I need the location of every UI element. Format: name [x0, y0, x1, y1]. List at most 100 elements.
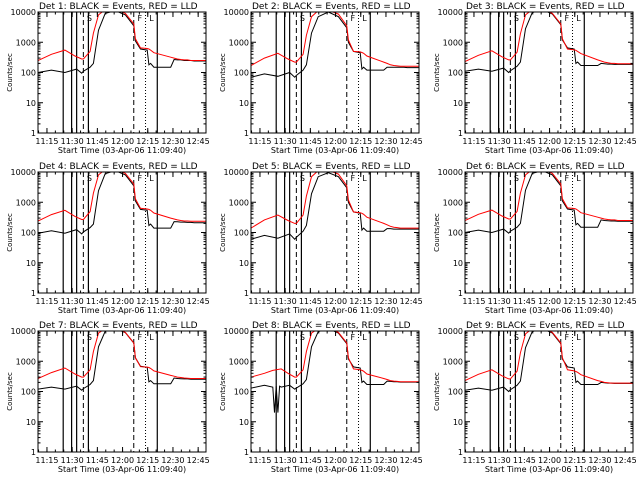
y-tick-label: 1 [244, 289, 249, 298]
detector-panel-6: Det 6: BLACK = Events, RED = LLD S F L 1 10 10… [433, 162, 637, 315]
y-tick-label: 1000 [443, 357, 463, 366]
x-axis-label: Start Time (03-Apr-06 11:09:40) [271, 465, 399, 474]
x-tick-label: 12:00 [538, 456, 561, 465]
y-tick-label: 100 [234, 229, 249, 238]
x-axis-label: Start Time (03-Apr-06 11:09:40) [58, 465, 186, 474]
y-tick-label: 10000 [438, 327, 463, 336]
x-tick-label: 12:45 [614, 137, 637, 146]
y-tick-label: 10 [453, 418, 463, 427]
x-tick-label: 12:15 [136, 456, 159, 465]
x-tick-label: 12:30 [588, 297, 611, 306]
y-tick-label: 1000 [229, 198, 249, 207]
panel-title: Det 9: BLACK = Events, RED = LLD [466, 321, 625, 331]
x-tick-label: 11:30 [488, 137, 511, 146]
series-line-events [465, 12, 633, 74]
x-tick-label: 11:30 [274, 456, 297, 465]
x-tick-label: 11:15 [35, 137, 58, 146]
x-tick-label: 12:45 [187, 456, 210, 465]
marker-label-s: S [87, 333, 92, 342]
x-tick-label: 11:30 [274, 137, 297, 146]
y-tick-label: 100 [234, 388, 249, 397]
series-line-lld [465, 331, 633, 384]
marker-label-l: L [362, 333, 367, 342]
y-tick-label: 1 [458, 289, 463, 298]
y-axis-label: Counts/sec [219, 372, 227, 411]
marker-label-s: S [87, 174, 92, 183]
panel-plot-area [38, 172, 206, 293]
y-axis-label: Counts/sec [6, 372, 14, 411]
series-line-events [465, 172, 633, 234]
y-tick-label: 10000 [224, 8, 249, 17]
marker-label-l: L [576, 14, 581, 23]
y-tick-label: 10 [26, 259, 36, 268]
y-tick-label: 100 [448, 388, 463, 397]
x-tick-label: 12:15 [563, 456, 586, 465]
y-tick-label: 1000 [229, 38, 249, 47]
x-tick-label: 12:30 [374, 137, 397, 146]
x-tick-label: 12:30 [161, 297, 184, 306]
y-tick-label: 1 [458, 448, 463, 457]
marker-label-f: F [564, 174, 569, 183]
x-tick-label: 11:45 [513, 456, 536, 465]
marker-label-l: L [576, 333, 581, 342]
marker-label-f: F [137, 174, 142, 183]
y-tick-label: 1000 [229, 357, 249, 366]
x-tick-label: 12:15 [136, 137, 159, 146]
x-tick-label: 12:30 [374, 456, 397, 465]
y-tick-label: 1 [244, 448, 249, 457]
y-axis-label: Counts/sec [6, 53, 14, 92]
panel-plot-area [465, 331, 633, 452]
y-tick-label: 100 [448, 229, 463, 238]
x-tick-label: 12:00 [324, 137, 347, 146]
x-tick-label: 11:30 [488, 456, 511, 465]
series-line-lld [251, 172, 419, 229]
y-tick-label: 100 [448, 69, 463, 78]
x-tick-label: 11:15 [462, 456, 485, 465]
x-tick-label: 12:45 [400, 137, 423, 146]
x-tick-label: 12:00 [538, 137, 561, 146]
marker-label-s: S [514, 333, 519, 342]
series-line-lld [251, 12, 419, 67]
y-tick-label: 10 [239, 418, 249, 427]
x-axis-label: Start Time (03-Apr-06 11:09:40) [485, 146, 613, 155]
marker-label-s: S [514, 14, 519, 23]
x-tick-label: 12:45 [614, 456, 637, 465]
y-tick-label: 10 [26, 99, 36, 108]
panel-title: Det 8: BLACK = Events, RED = LLD [252, 321, 411, 331]
panel-title: Det 4: BLACK = Events, RED = LLD [39, 162, 198, 172]
marker-label-s: S [300, 14, 305, 23]
x-tick-label: 11:30 [61, 137, 84, 146]
marker-label-s: S [300, 333, 305, 342]
series-line-lld [38, 331, 206, 379]
x-tick-label: 11:45 [299, 137, 322, 146]
panel-title: Det 2: BLACK = Events, RED = LLD [252, 2, 411, 12]
marker-label-f: F [350, 174, 355, 183]
marker-label-l: L [149, 333, 154, 342]
y-tick-label: 100 [21, 69, 36, 78]
y-tick-label: 10 [453, 259, 463, 268]
marker-label-s: S [300, 174, 305, 183]
y-axis-label: Counts/sec [219, 213, 227, 252]
series-line-lld [465, 172, 633, 221]
marker-label-f: F [564, 333, 569, 342]
x-tick-label: 11:15 [35, 297, 58, 306]
y-tick-label: 10 [239, 99, 249, 108]
detector-panel-1: Det 1: BLACK = Events, RED = LLD S F L 1 10 10… [6, 2, 210, 155]
panel-plot-area [38, 12, 206, 133]
x-tick-label: 12:45 [187, 297, 210, 306]
x-tick-label: 12:30 [161, 137, 184, 146]
panel-title: Det 3: BLACK = Events, RED = LLD [466, 2, 625, 12]
y-tick-label: 1000 [16, 38, 36, 47]
series-line-lld [38, 172, 206, 222]
y-tick-label: 1 [244, 129, 249, 138]
marker-label-s: S [87, 14, 92, 23]
series-line-lld [251, 331, 419, 383]
y-tick-label: 1000 [16, 198, 36, 207]
y-tick-label: 100 [21, 229, 36, 238]
x-tick-label: 11:15 [35, 456, 58, 465]
detector-panel-8: Det 8: BLACK = Events, RED = LLD S F L 1 10 10… [219, 321, 423, 474]
y-tick-label: 10000 [224, 168, 249, 177]
panel-plot-area [251, 331, 419, 452]
x-tick-label: 12:30 [588, 456, 611, 465]
panel-plot-area [251, 172, 419, 293]
